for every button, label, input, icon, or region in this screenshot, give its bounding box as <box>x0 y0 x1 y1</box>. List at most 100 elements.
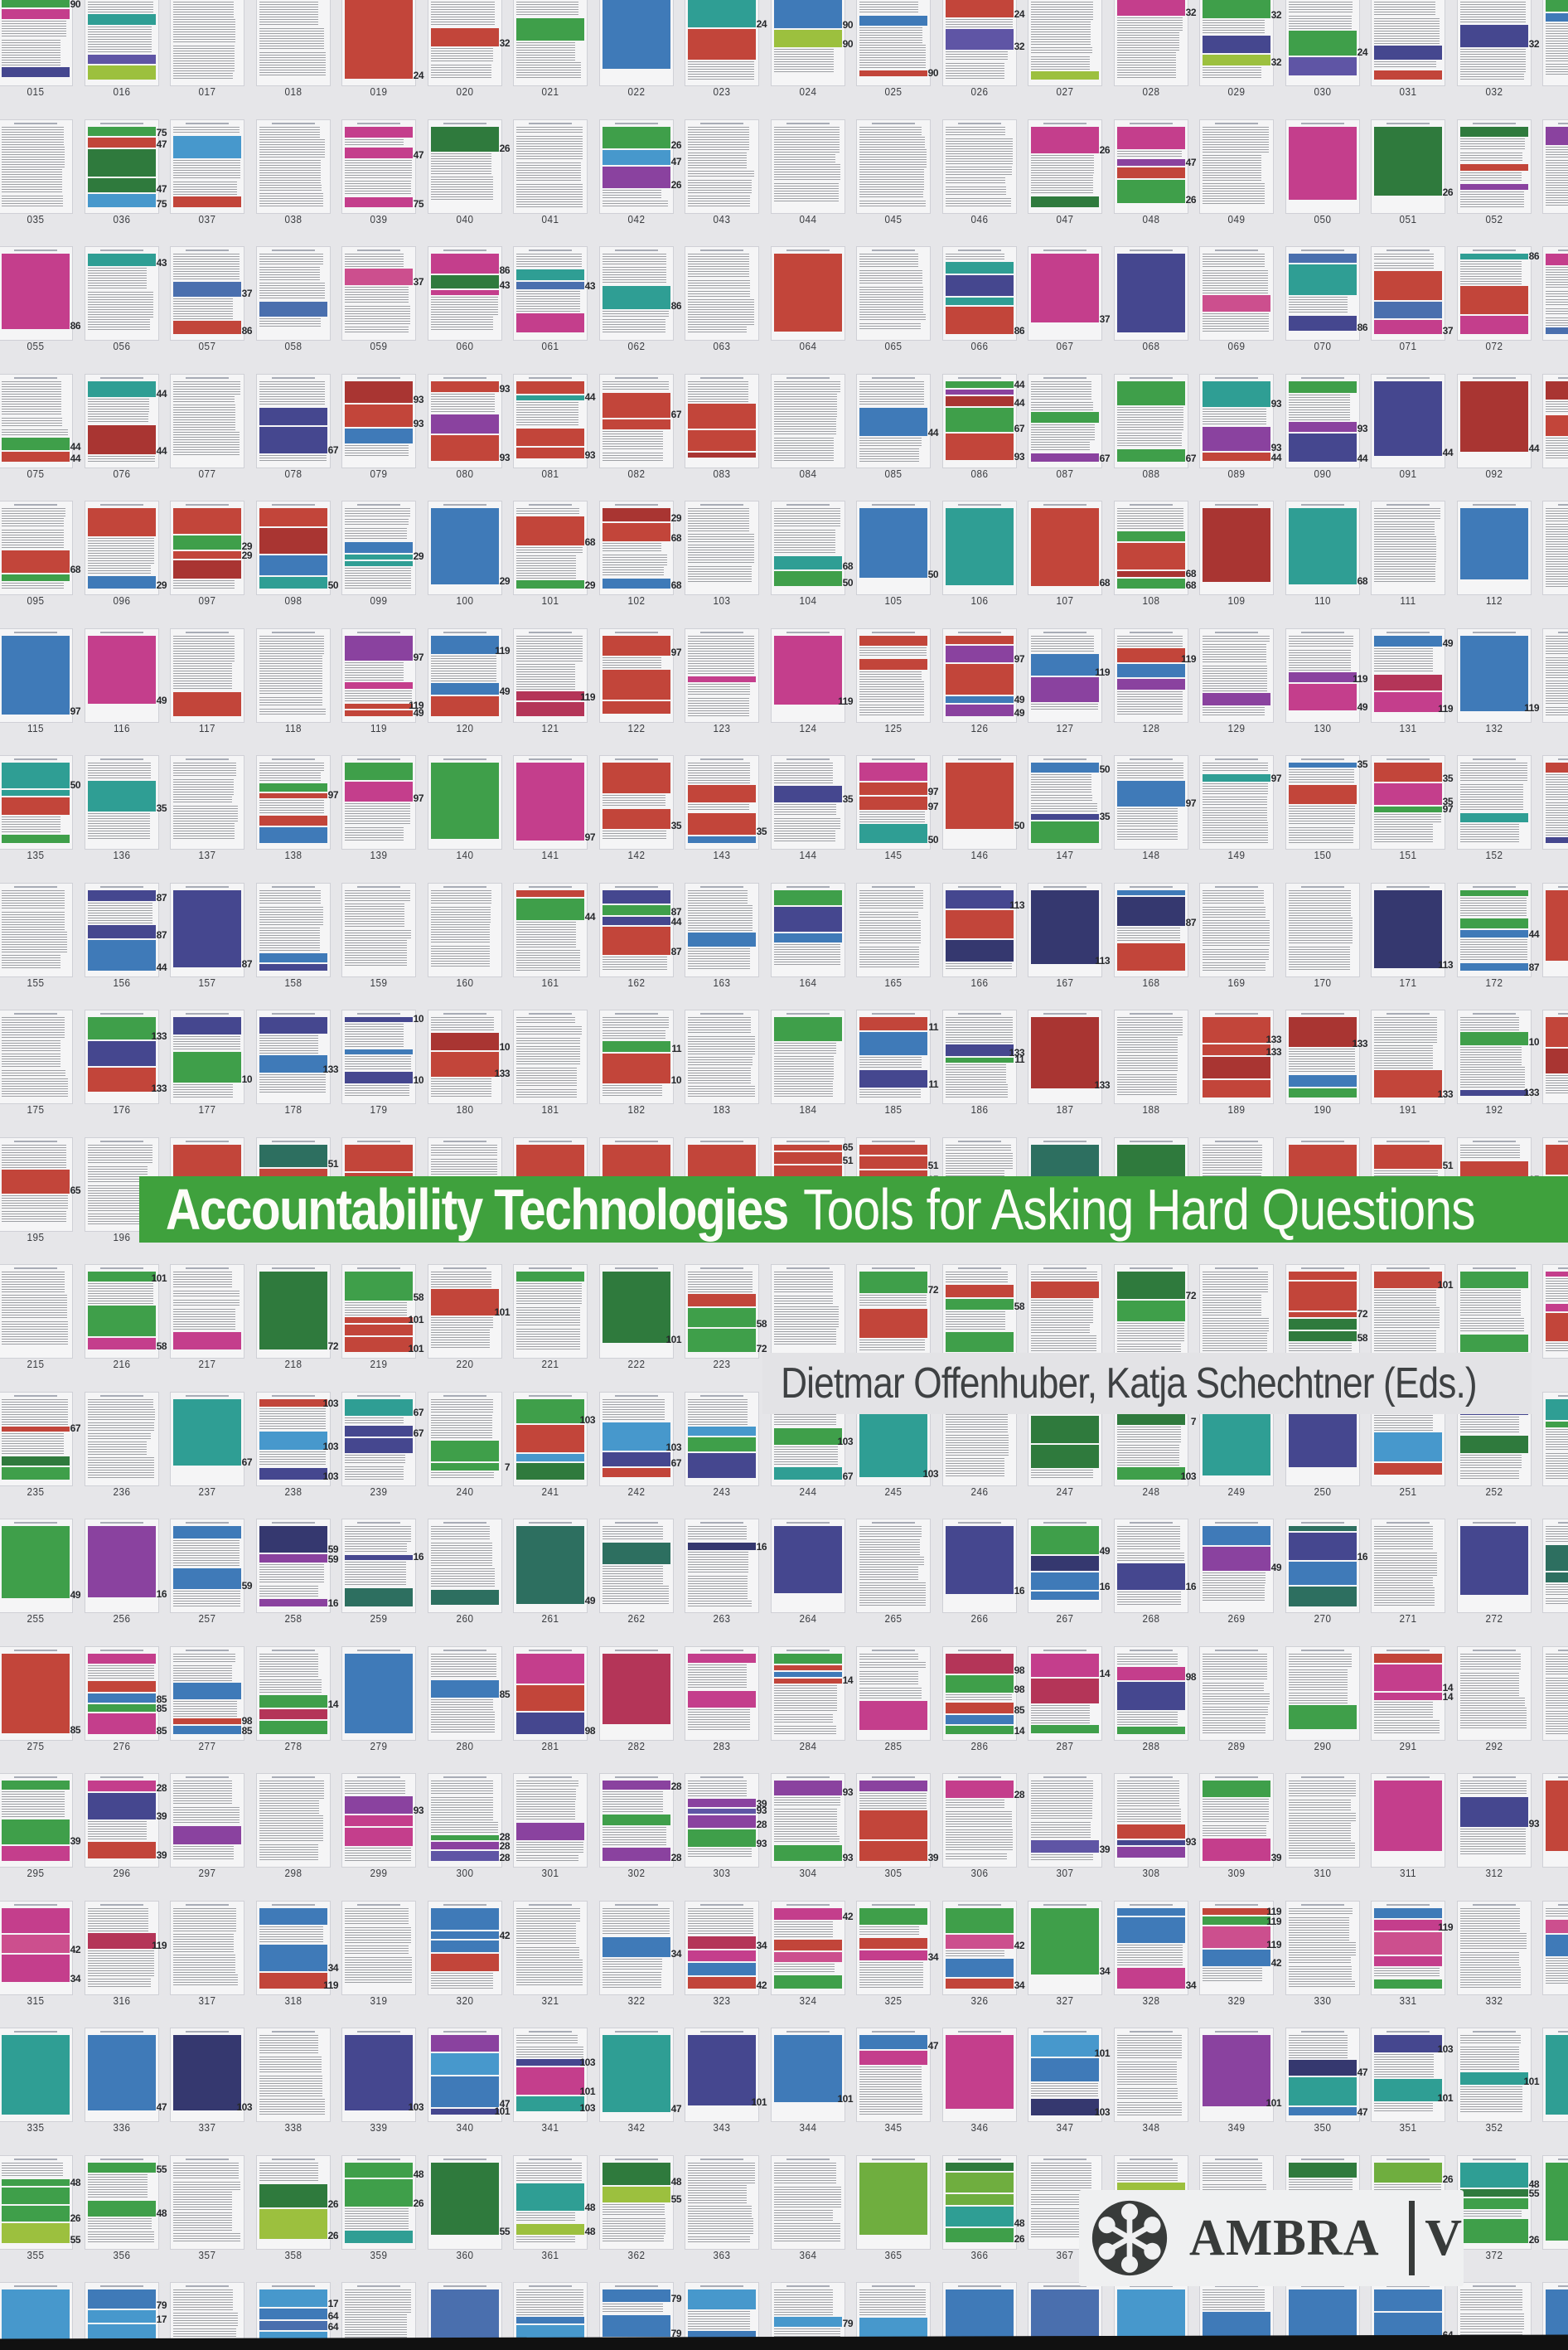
page-header-line <box>1386 2285 1430 2287</box>
page-header-line <box>699 1141 744 1142</box>
highlight-bar: 48 <box>1546 2163 1568 2241</box>
highlight-bar: 32 <box>1203 0 1282 20</box>
bar-number: 55 <box>670 2193 682 2205</box>
page-header-line <box>1043 504 1087 506</box>
text-block <box>345 1085 409 1097</box>
bar-number: 10 <box>413 1074 424 1086</box>
text-block <box>431 946 490 968</box>
bar-number: 98 <box>1014 1684 1025 1695</box>
page-thumbnail <box>685 1393 758 1485</box>
bar-number: 97 <box>413 792 424 804</box>
text-block <box>259 1926 324 1943</box>
text-block <box>259 800 324 814</box>
page-header-line <box>443 2159 487 2160</box>
highlight-bar: 7 <box>431 1462 511 1472</box>
highlight-bar: 35 <box>1546 837 1568 843</box>
highlight-bar: 93 <box>1203 381 1282 409</box>
page-thumbnail <box>1543 2028 1568 2121</box>
page-header-line <box>13 2159 58 2160</box>
page-thumbnail <box>1458 1902 1531 1994</box>
highlight-bar: 43 <box>431 275 511 290</box>
page-number: 160 <box>456 976 474 989</box>
bar-number: 90 <box>842 19 854 31</box>
text-block <box>2 40 60 65</box>
bar-number: 32 <box>1014 41 1025 52</box>
highlight-bar <box>688 430 756 451</box>
highlight-bar: 29 <box>516 580 596 590</box>
page-number: 333 <box>1546 1994 1568 2007</box>
page-thumbnail <box>943 501 1016 594</box>
page-number: 340 <box>456 2121 474 2134</box>
page-thumbnail: 101 <box>1372 1265 1453 1358</box>
highlight-bar <box>1374 2289 1442 2311</box>
page-header-line <box>614 2159 659 2160</box>
page-header-line <box>185 2159 230 2160</box>
page-number: 090 <box>1314 468 1332 480</box>
text-block <box>173 1591 241 1606</box>
highlight-bar <box>774 1940 842 1950</box>
bar-number: 34 <box>756 1940 767 1951</box>
page-number: 025 <box>884 85 903 98</box>
page-header-line <box>13 1522 58 1524</box>
highlight-bar <box>1289 785 1357 804</box>
page-thumbnail: 48 26 <box>943 2156 1025 2249</box>
page-number: 097 <box>198 594 216 607</box>
page-header-line <box>699 377 744 379</box>
text-block <box>1289 1917 1349 1941</box>
text-block <box>1031 0 1094 20</box>
highlight-bar <box>774 1526 842 1593</box>
highlight-bar: 14 <box>1374 1664 1454 1693</box>
text-block <box>2 21 66 38</box>
bar-number: 29 <box>156 579 167 591</box>
page-thumbnail: 68 <box>0 501 81 594</box>
page-header-line <box>185 632 230 633</box>
page-header-line <box>871 2285 916 2287</box>
page-header-line <box>99 758 144 760</box>
highlight-bar <box>259 1908 327 1925</box>
text-block <box>1031 402 1093 410</box>
page-number: 195 <box>27 1231 45 1243</box>
page-header-line <box>786 377 830 379</box>
page-number: 320 <box>456 1994 474 2007</box>
highlight-bar: 98 <box>516 1713 596 1736</box>
highlight-bar <box>431 1441 499 1461</box>
page-thumbnail: 34 119 <box>257 1902 339 1994</box>
highlight-bar: 26 <box>431 127 511 153</box>
text-block <box>259 193 324 207</box>
text-block <box>1031 1705 1090 1723</box>
highlight-bar: 87 <box>1117 897 1197 928</box>
highlight-bar: 133 <box>1374 1070 1453 1099</box>
highlight-bar <box>688 1294 756 1306</box>
highlight-bar: 93 <box>345 1796 424 1815</box>
text-block <box>1374 1587 1435 1606</box>
page-thumbnail: 103 101 103 <box>514 2028 595 2121</box>
text-block <box>1203 1683 1264 1692</box>
highlight-bar <box>345 429 413 443</box>
highlight-bar: 34 <box>1117 1968 1197 1990</box>
page-header-line <box>1214 1267 1259 1269</box>
page-number: 293 <box>1546 1740 1568 1752</box>
highlight-bar <box>345 1588 413 1606</box>
page-number: 356 <box>113 2249 131 2261</box>
highlight-bar: 11 <box>603 1041 681 1054</box>
page-header-line <box>356 632 401 633</box>
page-thumbnail: 7 <box>1543 1393 1568 1485</box>
highlight-bar <box>946 1285 1014 1297</box>
highlight-bar: 10 <box>1460 1032 1540 1047</box>
highlight-bar: 44 <box>1374 381 1454 458</box>
text-block <box>431 297 499 315</box>
text-block <box>1289 650 1352 671</box>
page-number: 253 <box>1546 1485 1568 1498</box>
text-block <box>88 2174 148 2199</box>
text-block <box>688 1272 753 1292</box>
page-thumbnail: 44 44 67 93 <box>943 375 1025 468</box>
text-block <box>1546 1526 1568 1543</box>
page-number: 269 <box>1227 1612 1246 1625</box>
text-block <box>345 1543 408 1553</box>
page-thumbnail: 103 <box>342 2028 423 2121</box>
text-block <box>1031 1300 1094 1323</box>
text-block <box>2 1078 69 1097</box>
page-number: 270 <box>1314 1612 1332 1625</box>
highlight-bar <box>1460 286 1528 314</box>
text-block <box>688 171 755 178</box>
